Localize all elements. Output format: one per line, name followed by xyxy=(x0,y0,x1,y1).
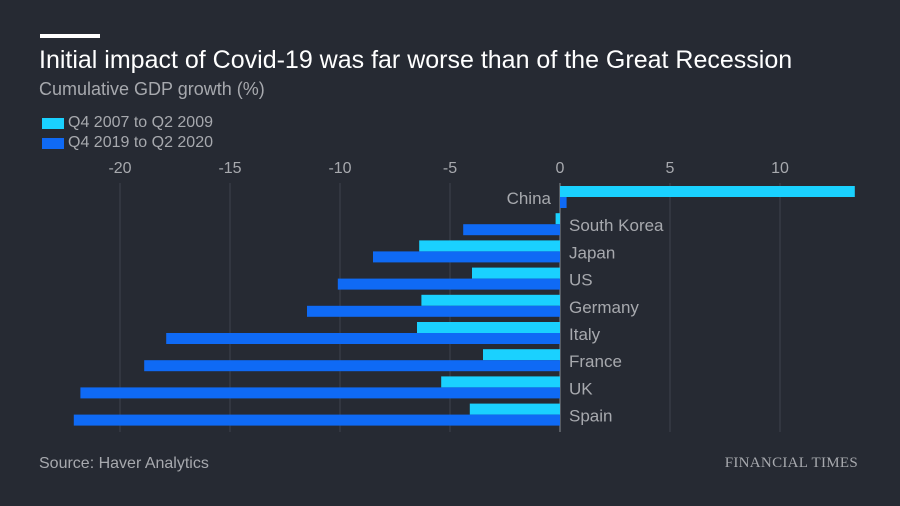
top-rule xyxy=(40,34,100,38)
bar-series-1-spain xyxy=(469,403,560,415)
bar-series-1-germany xyxy=(421,294,560,306)
legend-item-2: Q4 2019 to Q2 2020 xyxy=(42,133,213,153)
bar-series-1-france xyxy=(483,349,560,361)
x-tick-label: 0 xyxy=(556,160,565,177)
source-note: Source: Haver Analytics xyxy=(39,455,209,472)
bar-series-2-spain xyxy=(73,414,561,426)
bar-series-2-uk xyxy=(80,387,561,399)
x-tick-label: -5 xyxy=(443,160,457,177)
bar-series-2-china xyxy=(560,197,567,208)
x-tick-label: -15 xyxy=(218,160,241,177)
category-label: UK xyxy=(569,379,593,398)
legend-swatch-2 xyxy=(42,137,64,149)
x-tick-label: 5 xyxy=(666,160,675,177)
category-label: China xyxy=(507,189,552,208)
category-label: Italy xyxy=(569,325,601,344)
legend-item-1: Q4 2007 to Q2 2009 xyxy=(42,113,213,133)
category-label: France xyxy=(569,352,622,371)
bar-series-1-italy xyxy=(417,322,560,333)
brand-logo: FINANCIAL TIMES xyxy=(724,455,858,471)
bar-series-1-us xyxy=(472,267,560,279)
legend-label-2: Q4 2019 to Q2 2020 xyxy=(68,134,213,151)
chart-subtitle: Cumulative GDP growth (%) xyxy=(39,79,265,99)
x-tick-label: -20 xyxy=(108,160,131,177)
chart-title: Initial impact of Covid-19 was far worse… xyxy=(39,46,793,74)
x-tick-label: 10 xyxy=(771,160,789,177)
category-label: Spain xyxy=(569,407,612,426)
bar-series-2-japan xyxy=(373,251,560,263)
bar-series-2-italy xyxy=(166,333,560,344)
category-label: South Korea xyxy=(569,216,664,235)
bar-series-2-south-korea xyxy=(463,224,560,236)
legend-label-1: Q4 2007 to Q2 2009 xyxy=(68,114,213,131)
category-label: Germany xyxy=(569,298,639,317)
bar-series-2-germany xyxy=(307,305,560,317)
x-tick-label: -10 xyxy=(328,160,351,177)
bar-series-2-us xyxy=(337,278,560,290)
bar-series-1-uk xyxy=(441,376,560,388)
legend-swatch-1 xyxy=(42,117,64,129)
bar-series-1-japan xyxy=(419,240,560,252)
category-label: US xyxy=(569,271,593,290)
bar-series-2-france xyxy=(144,360,560,372)
bar-series-1-china xyxy=(560,186,855,197)
legend: Q4 2007 to Q2 2009 Q4 2019 to Q2 2020 xyxy=(42,113,213,153)
bar-series-1-south-korea xyxy=(555,213,560,225)
category-label: Japan xyxy=(569,243,615,262)
